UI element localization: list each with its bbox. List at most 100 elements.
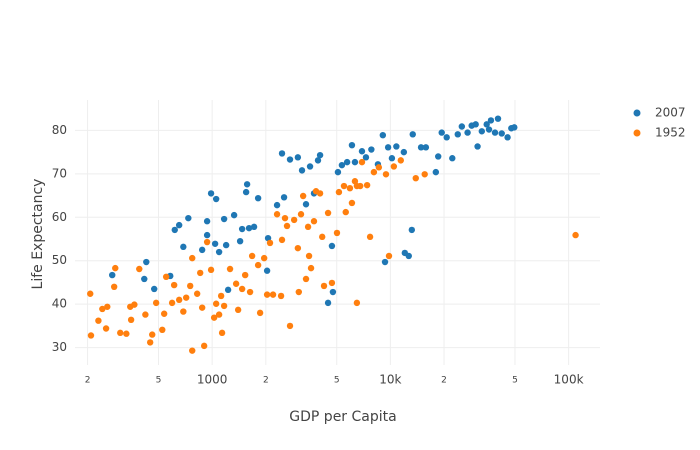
point (348, 199, 356, 207)
point (498, 130, 505, 137)
point (316, 151, 324, 159)
point (362, 154, 370, 161)
point (222, 241, 230, 249)
point (357, 182, 364, 190)
point (198, 246, 206, 254)
point (99, 305, 106, 313)
point (443, 134, 450, 141)
point (306, 163, 314, 170)
point (260, 254, 268, 262)
point (310, 218, 318, 225)
point (485, 126, 493, 133)
y-tick-label: 60 (52, 210, 67, 224)
point (333, 229, 341, 237)
point (246, 288, 254, 296)
point (351, 158, 359, 166)
point (478, 128, 486, 135)
point (368, 146, 375, 153)
point (393, 143, 400, 150)
y-tick-label: 80 (52, 123, 67, 137)
point (117, 329, 124, 337)
point (250, 223, 258, 231)
point (243, 181, 251, 188)
point (266, 239, 274, 247)
point (207, 190, 215, 197)
point (408, 226, 416, 234)
point (241, 271, 249, 279)
point (397, 157, 404, 164)
point (421, 171, 428, 178)
point (329, 288, 337, 296)
x-tick-label: 100k (554, 373, 584, 387)
point (307, 264, 315, 272)
point (123, 330, 130, 337)
point (104, 303, 111, 310)
point (363, 181, 371, 189)
point (242, 188, 250, 196)
point (412, 174, 419, 182)
point (180, 243, 187, 251)
point (263, 267, 271, 274)
point (232, 280, 240, 287)
point (217, 292, 225, 300)
point (220, 215, 228, 223)
point (438, 129, 445, 136)
point (320, 282, 328, 290)
point (405, 252, 412, 260)
point (238, 225, 246, 233)
point (215, 248, 223, 256)
point (435, 153, 442, 160)
point (211, 240, 219, 247)
point (294, 244, 302, 252)
point (141, 275, 148, 283)
point (358, 148, 366, 155)
point (422, 144, 430, 151)
point (295, 288, 303, 296)
point (449, 155, 456, 162)
point (171, 226, 178, 234)
x-tick-label: 1000 (197, 373, 228, 387)
point (294, 154, 302, 161)
point (334, 168, 342, 176)
point (304, 223, 312, 231)
x-tick-label: 2 (85, 376, 91, 386)
point (160, 310, 168, 317)
x-tick-label: 2 (441, 376, 447, 386)
point (220, 302, 228, 310)
point (197, 269, 204, 277)
point (180, 308, 187, 315)
point (273, 211, 281, 218)
point (203, 218, 211, 225)
point (230, 211, 238, 219)
point (87, 332, 95, 339)
y-tick-label: 70 (52, 166, 67, 180)
point (487, 117, 495, 124)
y-tick-label: 40 (52, 297, 67, 311)
point (109, 271, 116, 279)
legend-marker (633, 109, 641, 117)
point (348, 141, 356, 149)
point (366, 233, 374, 241)
point (290, 216, 298, 224)
point (299, 192, 307, 200)
point (342, 208, 349, 216)
point (572, 231, 579, 239)
point (298, 167, 306, 174)
point (458, 123, 466, 130)
point (504, 134, 511, 141)
point (254, 261, 262, 269)
point (316, 190, 324, 197)
point (189, 254, 196, 262)
point (218, 329, 226, 337)
point (131, 301, 138, 308)
point (328, 279, 336, 287)
point (319, 233, 326, 241)
point (278, 150, 286, 157)
point (375, 164, 383, 171)
y-axis-title: Life Expectancy (30, 179, 46, 290)
x-tick-label: 10k (379, 373, 401, 387)
point (338, 161, 346, 169)
point (286, 156, 294, 163)
point (175, 221, 183, 229)
point (432, 168, 440, 176)
